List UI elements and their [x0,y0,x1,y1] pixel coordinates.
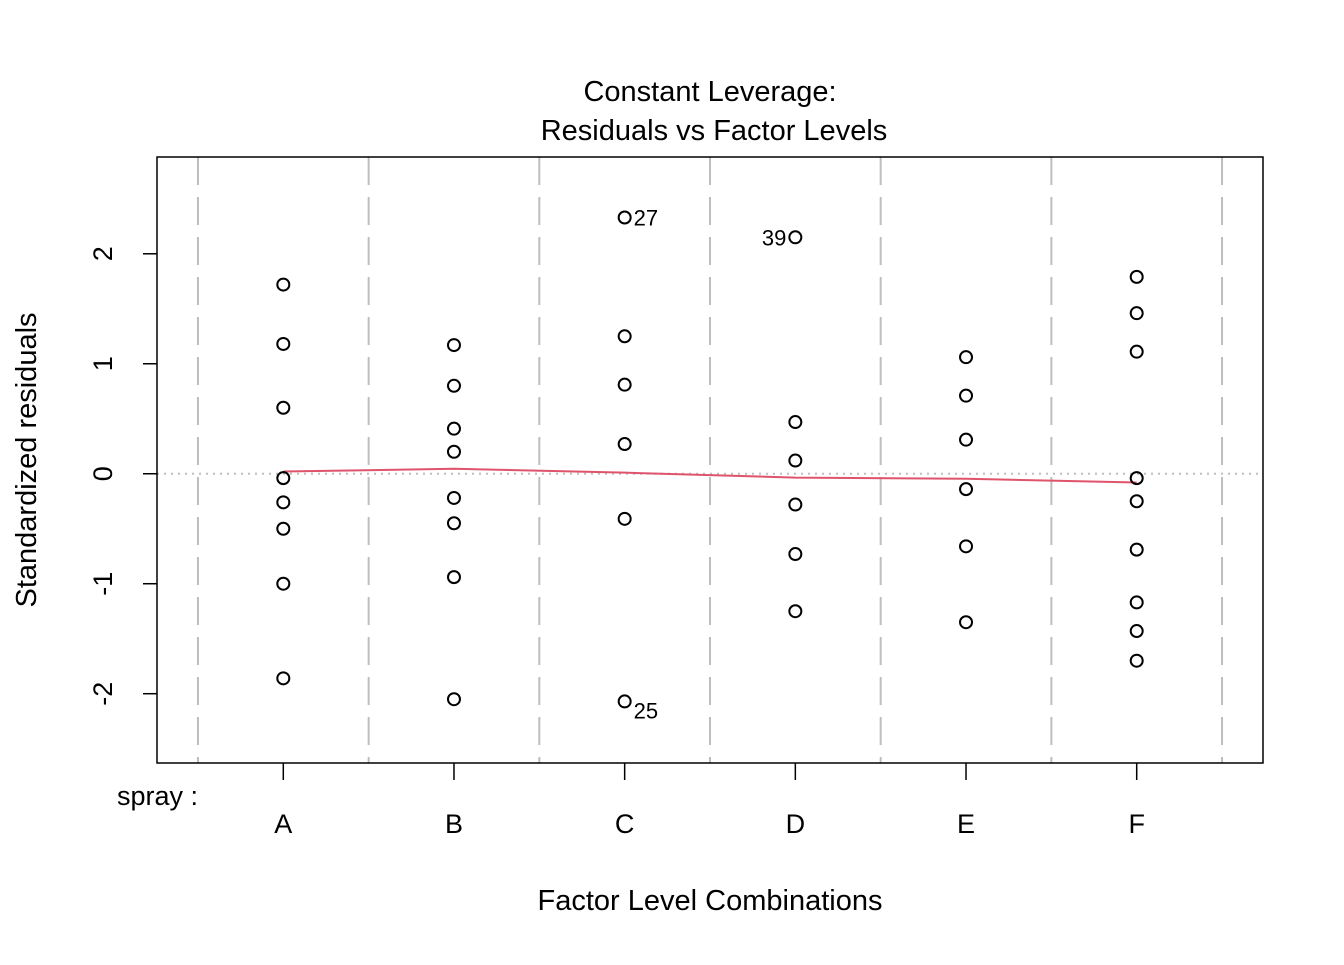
factor-label: spray : [117,781,198,811]
point [446,444,461,459]
point [276,336,291,351]
point [446,421,461,436]
point [446,570,461,585]
x-tick-label: B [445,809,463,839]
point [446,378,461,393]
point [959,432,974,447]
point [1129,471,1144,486]
point-label: 27 [634,205,658,230]
point [276,521,291,536]
y-axis-label: Standardized residuals [11,312,43,607]
plot-frame [156,156,1264,764]
point [276,671,291,686]
point [1129,306,1144,321]
x-tick-label: C [615,809,635,839]
point [959,482,974,497]
point [276,471,291,486]
y-tick-label: -2 [88,682,118,706]
point [617,694,632,709]
y-tick-label: 0 [88,466,118,481]
point [276,277,291,292]
point [959,350,974,365]
x-axis-label: Factor Level Combinations [538,885,883,917]
chart-subtitle: Residuals vs Factor Levels [541,115,888,147]
point [788,453,803,468]
x-tick-label: A [274,809,292,839]
point [446,692,461,707]
point [788,604,803,619]
y-tick-label: -1 [88,572,118,596]
point [1129,269,1144,284]
point [617,210,632,225]
y-tick-label: 2 [88,246,118,261]
point [1129,344,1144,359]
point [788,230,803,245]
point [1129,624,1144,639]
point [446,516,461,531]
point [959,539,974,554]
point [446,338,461,353]
point [1129,494,1144,509]
point [617,437,632,452]
point [617,511,632,526]
point [617,329,632,344]
point-label: 25 [634,698,658,723]
point [788,415,803,430]
point [959,388,974,403]
point [1129,542,1144,557]
point [959,615,974,630]
point [788,497,803,512]
point [1129,653,1144,668]
point [617,377,632,392]
x-tick-label: D [786,809,806,839]
x-tick-label: F [1128,809,1145,839]
chart-title: Constant Leverage: [583,76,836,108]
y-tick-label: 1 [88,356,118,371]
point [1129,595,1144,610]
point-label: 39 [762,225,786,250]
point [276,576,291,591]
smooth-line [283,467,1137,484]
point [276,400,291,415]
point [276,495,291,510]
x-tick-label: E [957,809,975,839]
point [446,490,461,505]
point [788,547,803,562]
